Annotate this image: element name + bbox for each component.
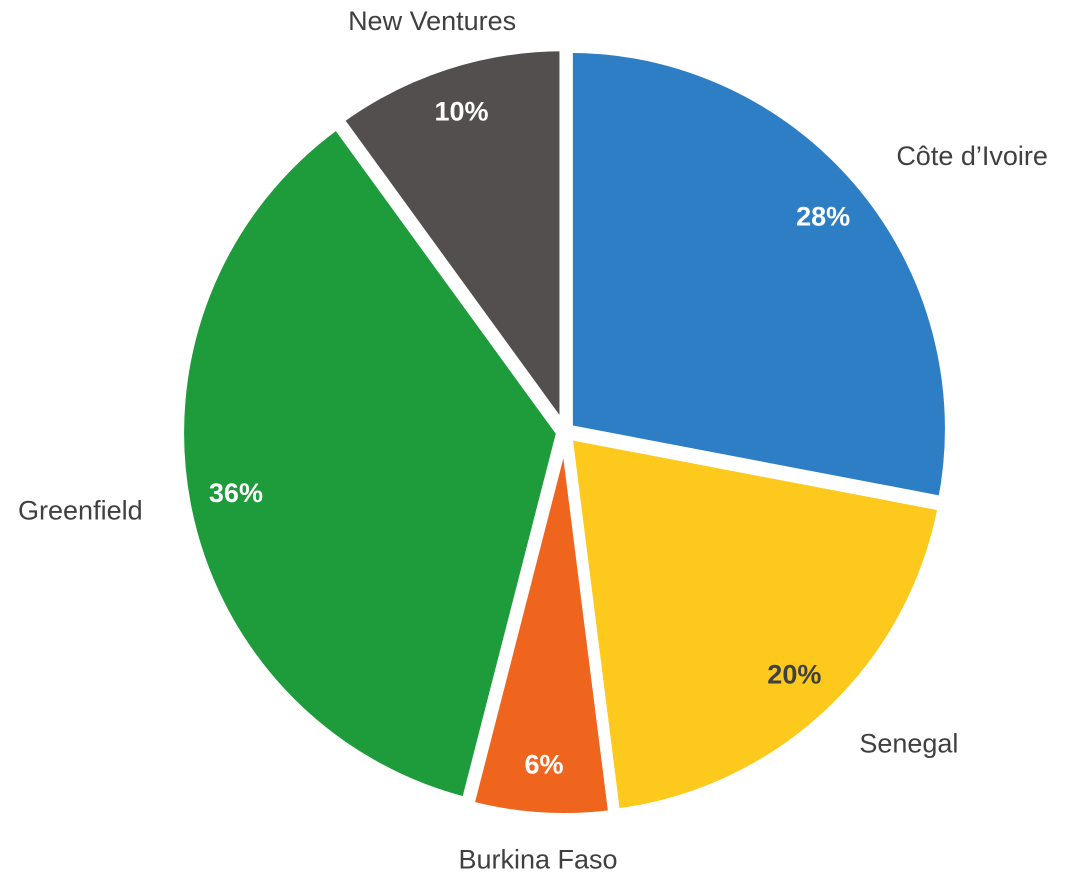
pie-slice <box>176 119 565 806</box>
pie-slice <box>563 430 947 818</box>
slice-value-label: 20% <box>767 659 821 689</box>
slice-value-label: 6% <box>524 749 563 779</box>
slice-name-label: Greenfield <box>18 496 143 526</box>
slice-name-label: Burkina Faso <box>458 844 617 874</box>
pie-slice <box>564 44 953 505</box>
slice-value-label: 36% <box>209 478 263 508</box>
slice-name-label: Côte d’Ivoire <box>896 141 1048 171</box>
slice-value-label: 10% <box>434 97 488 127</box>
slice-name-label: New Ventures <box>348 6 516 36</box>
pie-slice <box>334 43 568 440</box>
slice-name-label: Senegal <box>859 729 958 759</box>
pie-slice <box>465 435 617 821</box>
slice-value-label: 28% <box>796 202 850 232</box>
